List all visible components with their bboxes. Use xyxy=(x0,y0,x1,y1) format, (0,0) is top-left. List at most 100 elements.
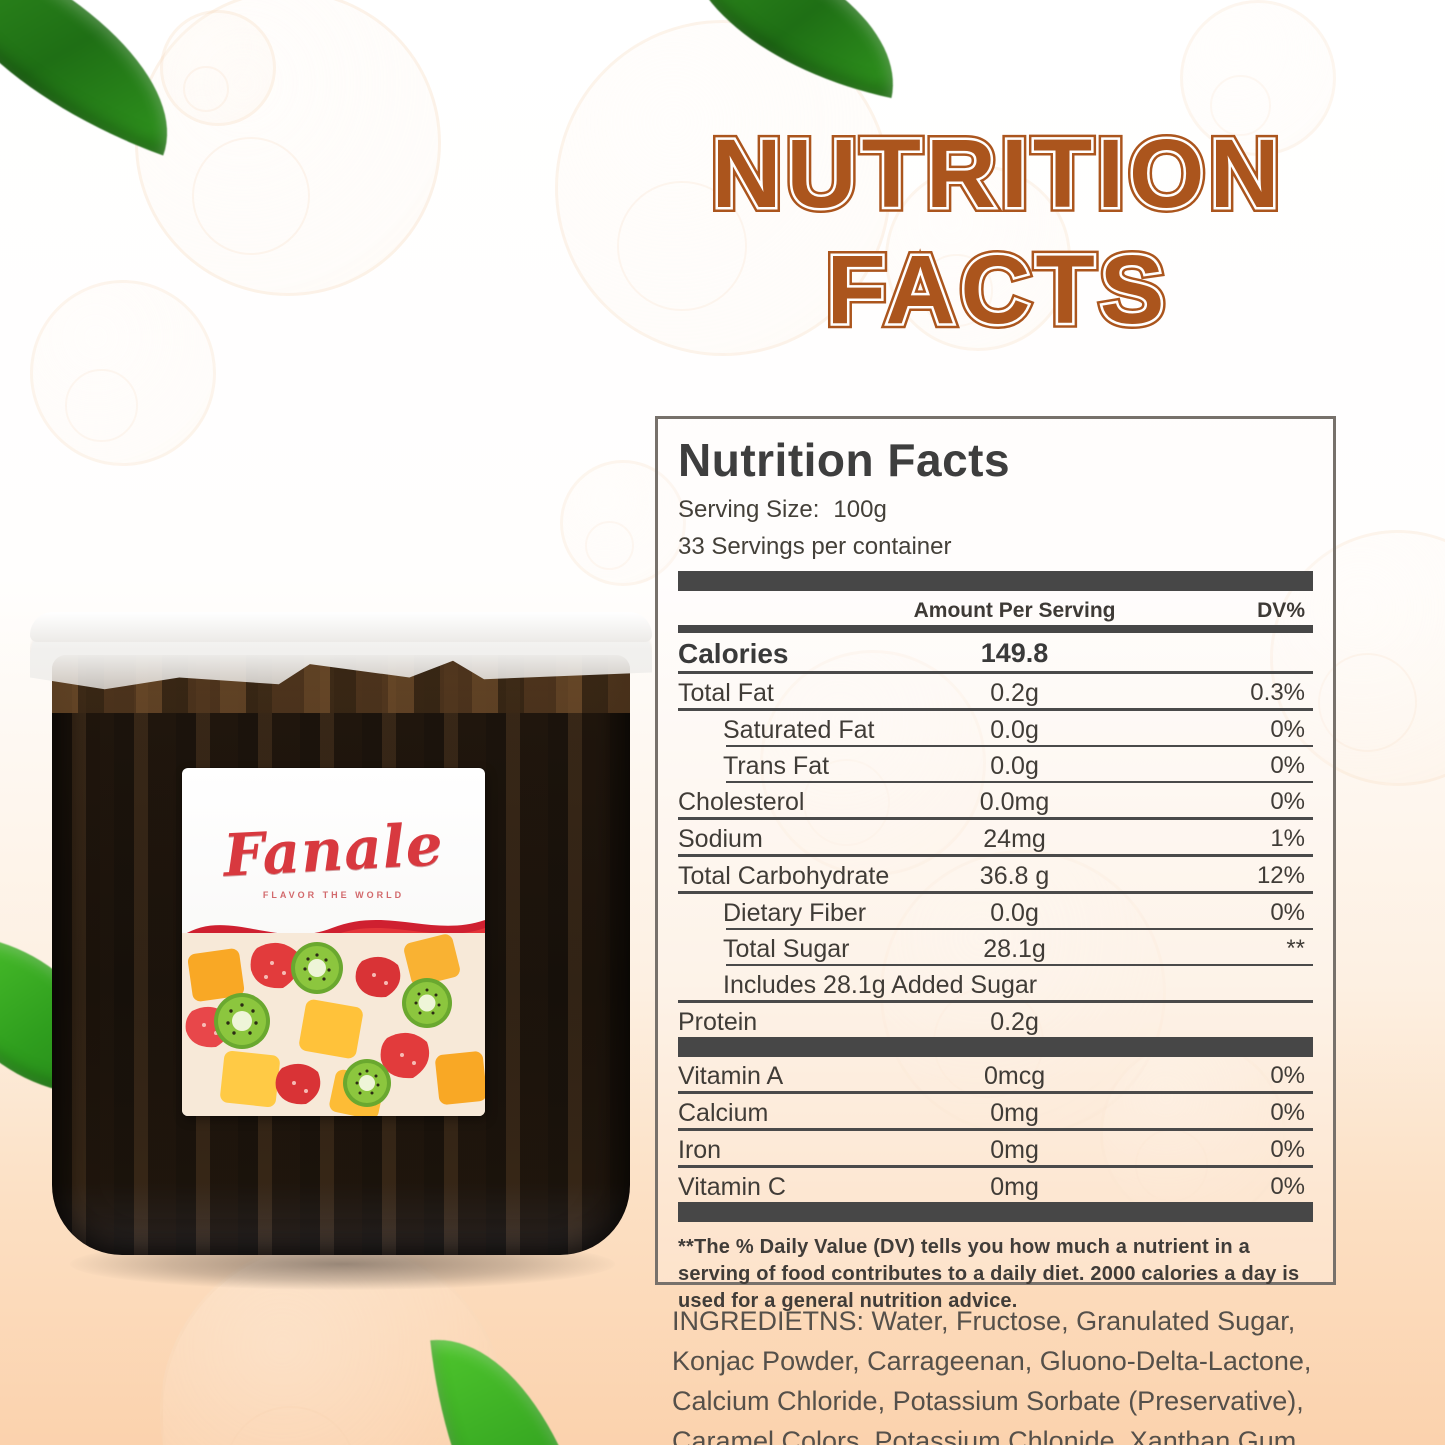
nutrient-row: Iron 0mg 0% xyxy=(678,1131,1313,1165)
bubble-decoration xyxy=(30,280,216,466)
nutrient-row: Vitamin A 0mcg 0% xyxy=(678,1057,1313,1091)
nutrient-row: Trans Fat 0.0g 0% xyxy=(678,747,1313,781)
nutrient-dv: 12% xyxy=(1256,862,1305,889)
nutrient-label: Includes 28.1g Added Sugar xyxy=(723,971,1038,999)
nutrient-dv: 0% xyxy=(1270,1173,1305,1200)
panel-heading: Nutrition Facts xyxy=(678,434,1011,486)
dv-header: DV% xyxy=(1257,599,1305,622)
ingredients-text: INGREDIETNS: Water, Fructose, Granulated… xyxy=(672,1306,1312,1445)
nutrient-dv: 0.3% xyxy=(1250,679,1305,706)
daily-value-footnote: **The % Daily Value (DV) tells you how m… xyxy=(678,1236,1300,1312)
nutrient-label: Iron xyxy=(678,1136,722,1164)
separator xyxy=(678,1000,1313,1003)
bubble-decoration xyxy=(1100,1040,1286,1226)
nutrient-row: Saturated Fat 0.0g 0% xyxy=(678,711,1313,745)
nutrient-label: Vitamin A xyxy=(678,1062,784,1090)
nutrient-dv: 0% xyxy=(1270,752,1305,779)
nutrient-amount: 0.0g xyxy=(990,752,1039,780)
separator xyxy=(726,745,1313,747)
calories-label: Calories xyxy=(678,638,789,669)
separator xyxy=(678,1037,1313,1057)
nutrient-label: Trans Fat xyxy=(723,752,830,780)
product-label: Fanale FLAVOR THE WORLD xyxy=(182,768,485,1116)
nutrient-row: Sodium 24mg 1% xyxy=(678,820,1313,854)
nutrient-label: Total Carbohydrate xyxy=(678,862,890,890)
nutrient-amount: 0mg xyxy=(990,1173,1039,1201)
nutrient-row: Protein 0.2g xyxy=(678,1003,1313,1037)
nutrient-label: Total Fat xyxy=(678,679,774,707)
column-header-row: Amount Per Serving DV% xyxy=(678,591,1313,625)
separator xyxy=(726,964,1313,966)
serving-size-value: 100g xyxy=(833,496,887,523)
nutrient-dv: 0% xyxy=(1270,1099,1305,1126)
nutrient-row: Cholesterol 0.0mg 0% xyxy=(678,783,1313,817)
nutrient-label: Cholesterol xyxy=(678,788,805,816)
nutrient-amount: 0.2g xyxy=(990,679,1039,707)
amount-per-serving-header: Amount Per Serving xyxy=(913,599,1116,622)
nutrient-row: Calcium 0mg 0% xyxy=(678,1094,1313,1128)
calories-row: Calories 149.8 xyxy=(678,633,1313,671)
nutrient-amount: 24mg xyxy=(983,825,1046,853)
nutrient-amount: 0.2g xyxy=(990,1008,1039,1036)
bubble-decoration xyxy=(760,650,986,876)
separator xyxy=(678,854,1313,857)
nutrient-dv: 0% xyxy=(1270,1136,1305,1163)
nutrient-amount: 0mg xyxy=(990,1136,1039,1164)
nutrient-dv: ** xyxy=(1286,935,1305,962)
nutrient-dv: 0% xyxy=(1270,1062,1305,1089)
nutrient-label: Calcium xyxy=(678,1099,769,1127)
nutrient-amount: 0.0g xyxy=(990,899,1039,927)
separator xyxy=(678,817,1313,820)
nutrient-row: Total Sugar 28.1g ** xyxy=(678,930,1313,964)
bubble-decoration xyxy=(160,10,276,126)
nutrient-label: Saturated Fat xyxy=(723,716,875,744)
separator xyxy=(678,708,1313,711)
fruit-collage-image xyxy=(182,933,485,1116)
divider-bar xyxy=(678,625,1313,633)
servings-per-container: 33 Servings per container xyxy=(678,533,952,560)
serving-size-line: Serving Size: 100g xyxy=(678,496,1313,524)
nutrient-label: Total Sugar xyxy=(723,935,850,963)
separator xyxy=(678,1128,1313,1131)
leaf-decoration-bottom xyxy=(430,1325,605,1445)
bubble-decoration xyxy=(560,460,686,586)
nutrient-amount: 28.1g xyxy=(983,935,1046,963)
brand-tagline: FLAVOR THE WORLD xyxy=(262,890,405,900)
bubble-decoration xyxy=(1180,0,1336,156)
nutrient-dv: 0% xyxy=(1270,788,1305,815)
nutrient-dv: 0% xyxy=(1270,899,1305,926)
nutrient-row: Vitamin C 0mg 0% xyxy=(678,1168,1313,1202)
nutrient-amount: 0mg xyxy=(990,1099,1039,1127)
nutrient-amount: 0.0mg xyxy=(979,788,1050,816)
nutrient-amount: 36.8 g xyxy=(979,862,1050,890)
separator xyxy=(678,1202,1313,1222)
divider-line xyxy=(678,671,1313,674)
nutrient-amount: 0.0g xyxy=(990,716,1039,744)
nutrient-label: Vitamin C xyxy=(678,1173,786,1201)
container-lid-rim xyxy=(30,612,652,642)
nutrient-label: Protein xyxy=(678,1008,758,1036)
nutrient-label: Sodium xyxy=(678,825,763,853)
nutrient-amount: 0mcg xyxy=(983,1062,1046,1090)
bubble-decoration xyxy=(885,165,1071,351)
serving-size-label: Serving Size: xyxy=(678,496,820,523)
separator xyxy=(678,1091,1313,1094)
nutrient-row: Total Carbohydrate 36.8 g 12% xyxy=(678,857,1313,891)
nutrient-rows: Total Fat 0.2g 0.3% Saturated Fat 0.0g 0% Tran… xyxy=(678,674,1313,1222)
nutrition-facts-panel: Nutrition Facts Serving Size: 100g 33 Ser… xyxy=(655,416,1336,1312)
separator xyxy=(726,928,1313,930)
nutrient-label: Dietary Fiber xyxy=(723,899,867,927)
separator xyxy=(678,891,1313,894)
nutrient-row: Dietary Fiber 0.0g 0% xyxy=(678,894,1313,928)
brand-logo: Fanale xyxy=(221,810,446,890)
nutrient-dv: 0% xyxy=(1270,716,1305,743)
page-title-line1: NUTRITION xyxy=(711,119,1285,228)
calories-value: 149.8 xyxy=(980,638,1049,668)
nutrient-row: Includes 28.1g Added Sugar xyxy=(678,966,1313,1000)
page-title-line2: FACTS xyxy=(826,235,1170,344)
nutrient-dv: 1% xyxy=(1270,825,1305,852)
divider-bar xyxy=(678,571,1313,591)
page-title: NUTRITION NUTRITION NUTRITION FACTS FACT… xyxy=(648,114,1348,349)
nutrient-row: Total Fat 0.2g 0.3% xyxy=(678,674,1313,708)
